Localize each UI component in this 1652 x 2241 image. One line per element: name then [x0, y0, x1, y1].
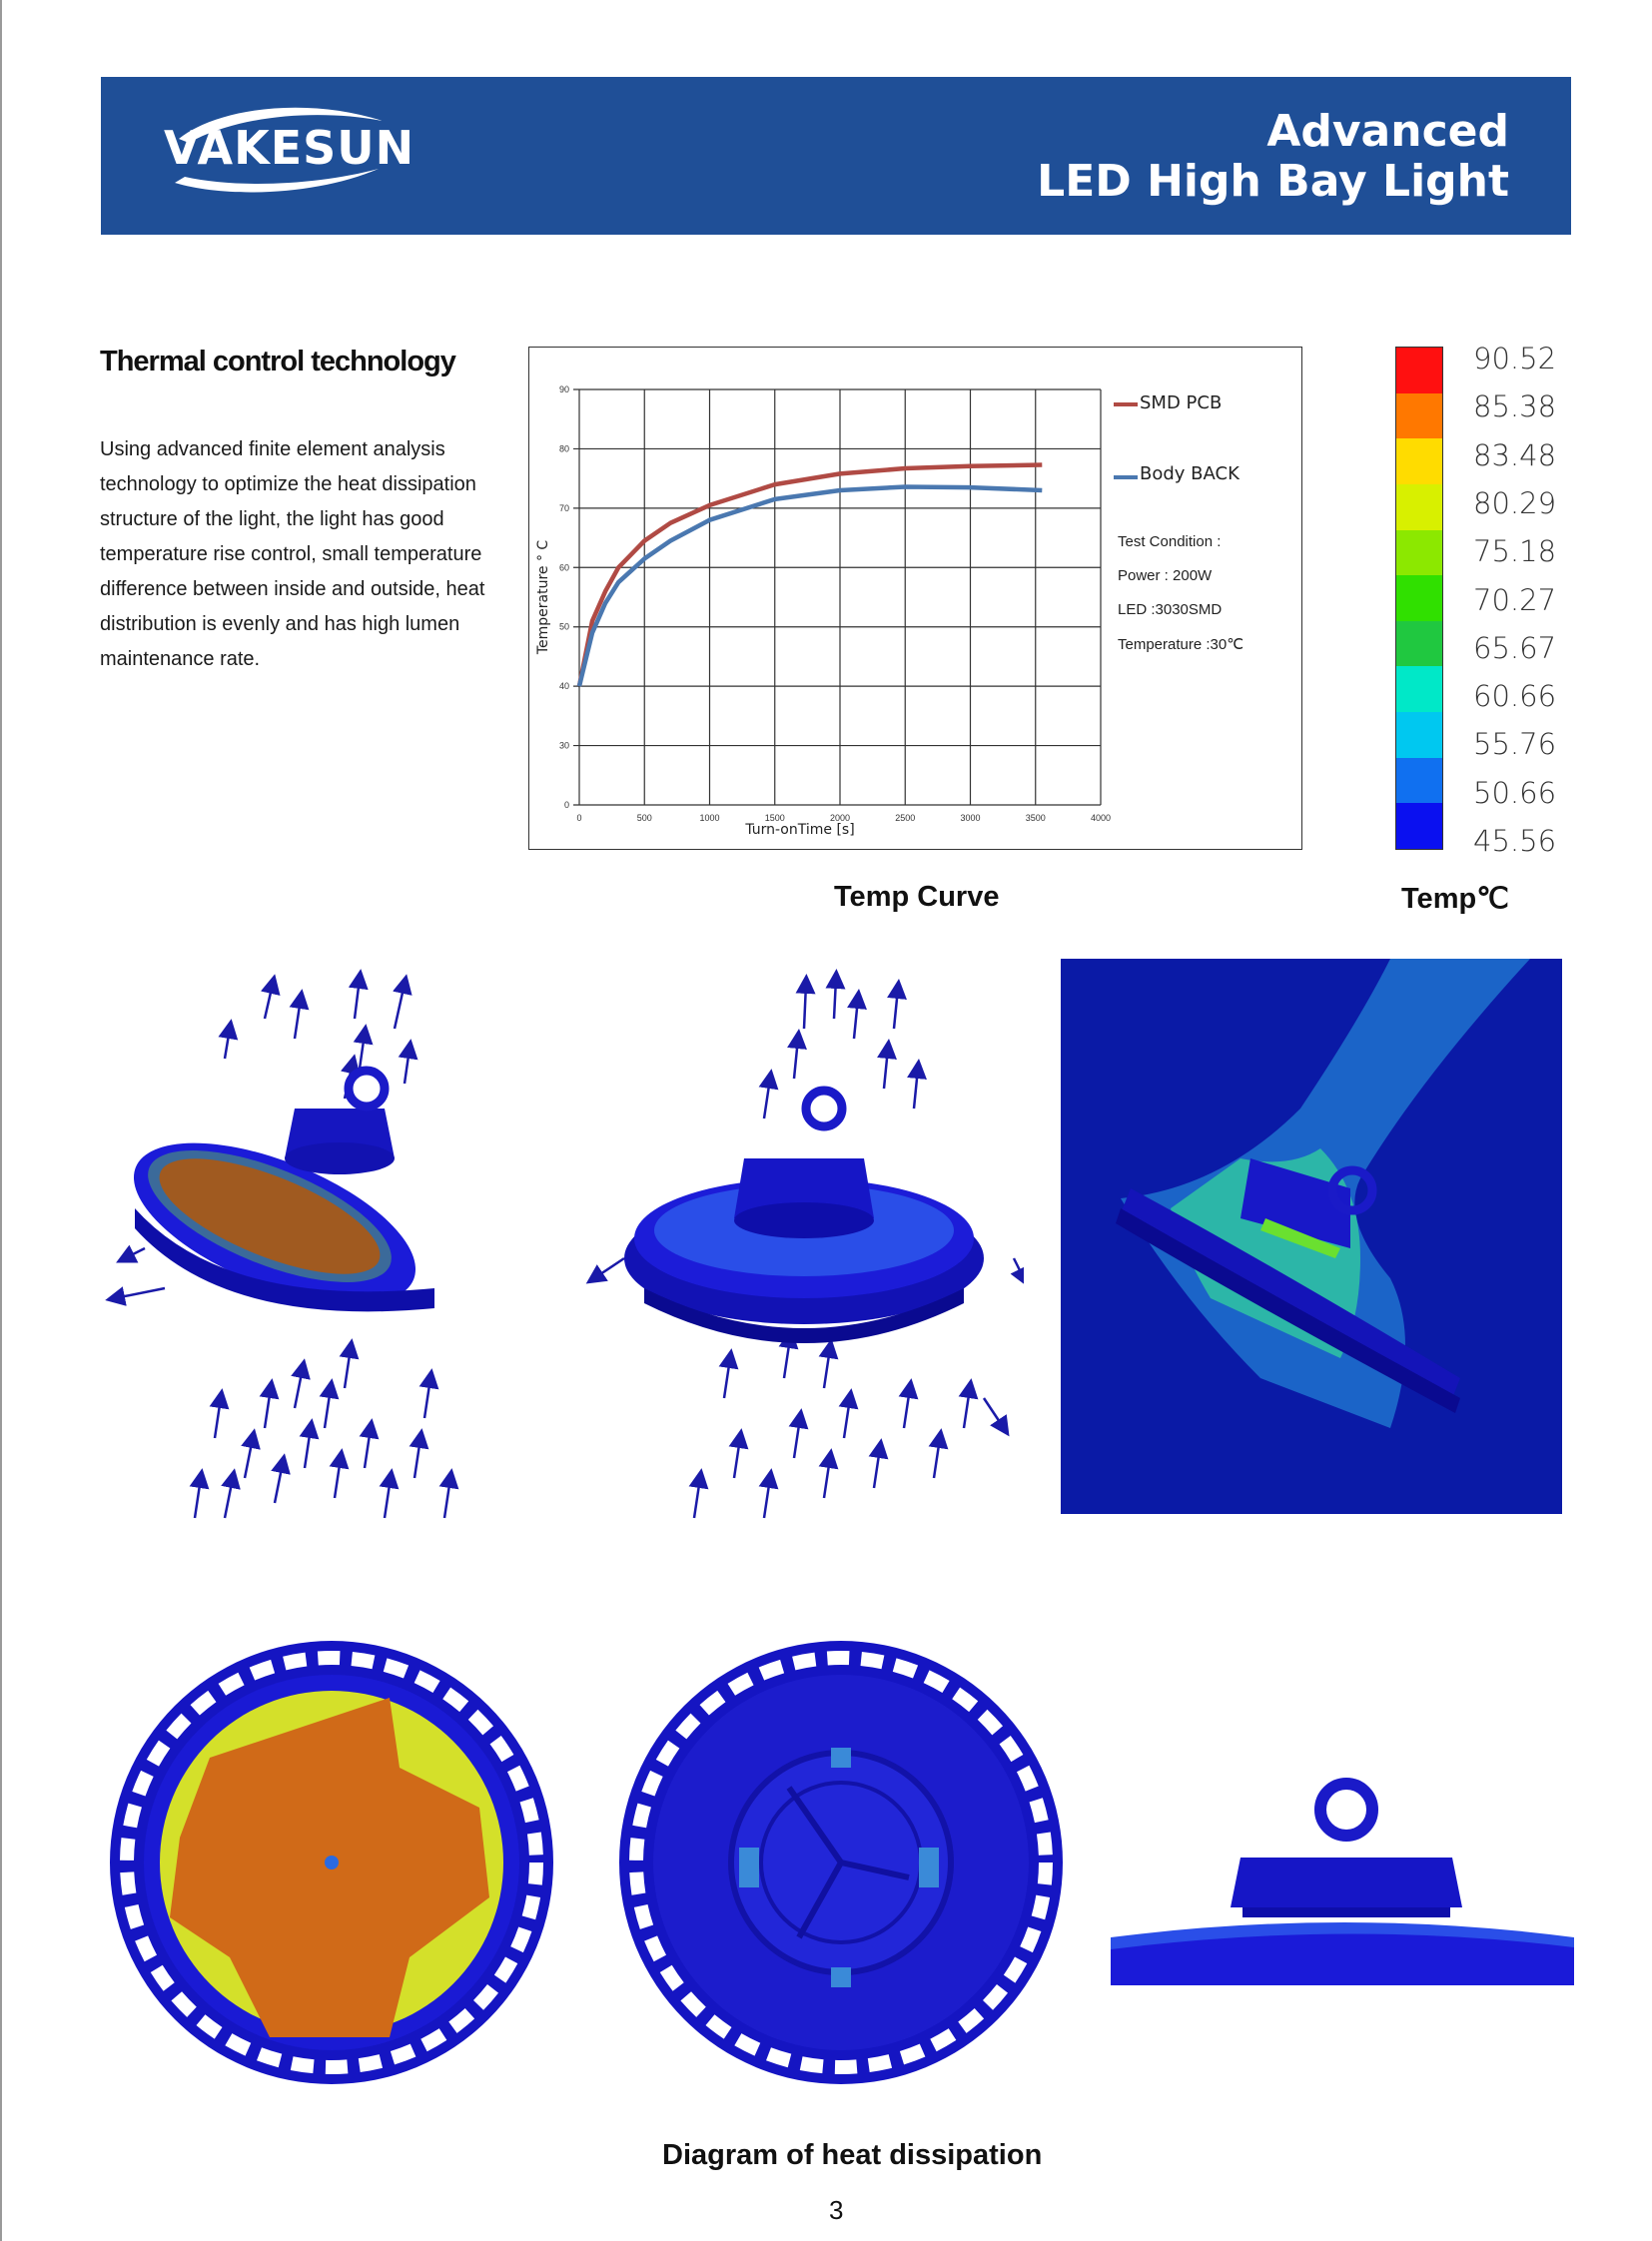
- paragraph-line: distribution is evenly and has high lume…: [100, 613, 460, 635]
- paragraph-line: structure of the light, the light has go…: [100, 508, 444, 530]
- colorbar-segment: [1396, 757, 1442, 804]
- legend-label-body-back: Body BACK: [1140, 463, 1239, 484]
- thermal-bottom-view-led: [110, 1641, 553, 2084]
- paragraph-line: maintenance rate.: [100, 648, 261, 670]
- page-edge-line: [0, 0, 2, 2241]
- legend-label-smd-pcb: SMD PCB: [1140, 392, 1223, 413]
- x-tick-label: 1000: [699, 813, 719, 823]
- colorbar-label: 75.18: [1473, 534, 1557, 569]
- test-condition-title: Test Condition :: [1118, 533, 1222, 550]
- thermal-back-view-heatsink: [619, 1641, 1063, 2084]
- colorbar-label: 70.27: [1473, 582, 1557, 617]
- x-tick-label: 3000: [960, 813, 980, 823]
- x-tick-label: 0: [576, 813, 581, 823]
- y-tick-label: 80: [559, 443, 569, 453]
- colorbar-segment: [1396, 438, 1442, 484]
- x-axis-label: Turn-onTime [s]: [744, 822, 854, 838]
- airflow-simulation-front: [585, 969, 1024, 1519]
- colorbar-segment: [1396, 712, 1442, 758]
- test-condition-power: Power : 200W: [1118, 567, 1213, 584]
- section-paragraph: Using advanced finite element analysis t…: [100, 432, 514, 677]
- test-condition-led: LED :3030SMD: [1118, 601, 1223, 618]
- colorbar-label: 65.67: [1473, 630, 1557, 665]
- y-tick-label: 50: [559, 622, 569, 632]
- colorbar-segment: [1396, 348, 1442, 393]
- colorbar-segment: [1396, 483, 1442, 530]
- x-tick-label: 2500: [895, 813, 915, 823]
- header-banner: VAKESUN Advanced LED High Bay Light: [101, 77, 1571, 235]
- colorbar-label: 60.66: [1473, 679, 1557, 714]
- colorbar-label: 80.29: [1473, 485, 1557, 520]
- colorbar-label: 90.52: [1473, 342, 1557, 375]
- vakesun-logo: [175, 107, 383, 193]
- colorbar-segment: [1396, 666, 1442, 713]
- temperature-colorbar: [1395, 347, 1443, 850]
- colorbar-segment: [1396, 575, 1442, 621]
- temp-curve-plot: 0 500 1000 1500 2000 2500 3000 3500 4000 0 30 40 50 6…: [535, 384, 1111, 838]
- colorbar-label: 55.76: [1473, 727, 1557, 762]
- temp-curve-chart: 0 500 1000 1500 2000 2500 3000 3500 4000 0 30 40 50 6…: [528, 347, 1302, 850]
- paragraph-line: difference between inside and outside, h…: [100, 578, 485, 600]
- temp-curve-caption: Temp Curve: [834, 881, 1000, 913]
- colorbar-caption: Temp℃: [1401, 883, 1509, 915]
- y-axis-label: Temperature ° C: [535, 540, 551, 656]
- x-tick-label: 1500: [765, 813, 785, 823]
- y-tick-label: 70: [559, 503, 569, 513]
- series-line-body-back: [576, 484, 1043, 687]
- y-tick-label: 60: [559, 562, 569, 572]
- y-tick-label: 40: [559, 681, 569, 691]
- paragraph-line: temperature rise control, small temperat…: [100, 543, 482, 565]
- colorbar-label: 85.38: [1473, 389, 1557, 424]
- paragraph-line: technology to optimize the heat dissipat…: [100, 473, 476, 495]
- x-tick-label: 2000: [830, 813, 850, 823]
- banner-title-line1: Advanced: [1266, 106, 1509, 157]
- x-tick-label: 500: [637, 813, 652, 823]
- y-tick-label: 0: [564, 800, 569, 810]
- colorbar-label: 45.56: [1473, 824, 1557, 858]
- y-tick-label: 90: [559, 384, 569, 394]
- y-tick-label: 30: [559, 741, 569, 751]
- thermal-simulation-side: [1061, 959, 1562, 1514]
- colorbar-segment: [1396, 392, 1442, 439]
- legend-swatch-body-back: [1114, 475, 1138, 479]
- heat-diagram-caption: Diagram of heat dissipation: [662, 2139, 1043, 2171]
- thermal-side-profile: [1111, 1778, 1574, 1985]
- colorbar-segment: [1396, 803, 1442, 850]
- legend-swatch-smd-pcb: [1114, 402, 1138, 406]
- colorbar-label: 83.48: [1473, 437, 1557, 472]
- section-title: Thermal control technology: [100, 346, 456, 377]
- x-tick-label: 4000: [1091, 813, 1111, 823]
- banner-title-line2: LED High Bay Light: [1037, 156, 1509, 207]
- x-tick-label: 3500: [1026, 813, 1046, 823]
- series-line-smd-pcb: [576, 462, 1043, 687]
- logo-text: VAKESUN: [164, 121, 415, 175]
- airflow-simulation-tilted: [105, 969, 459, 1519]
- colorbar-label: 50.66: [1473, 775, 1557, 810]
- page-number: 3: [829, 2195, 844, 2225]
- colorbar-segment: [1396, 620, 1442, 667]
- test-condition-temperature: Temperature :30℃: [1118, 636, 1244, 653]
- colorbar-segment: [1396, 529, 1442, 576]
- banner-title: Advanced LED High Bay Light: [1037, 107, 1509, 207]
- paragraph-line: Using advanced finite element analysis: [100, 438, 445, 460]
